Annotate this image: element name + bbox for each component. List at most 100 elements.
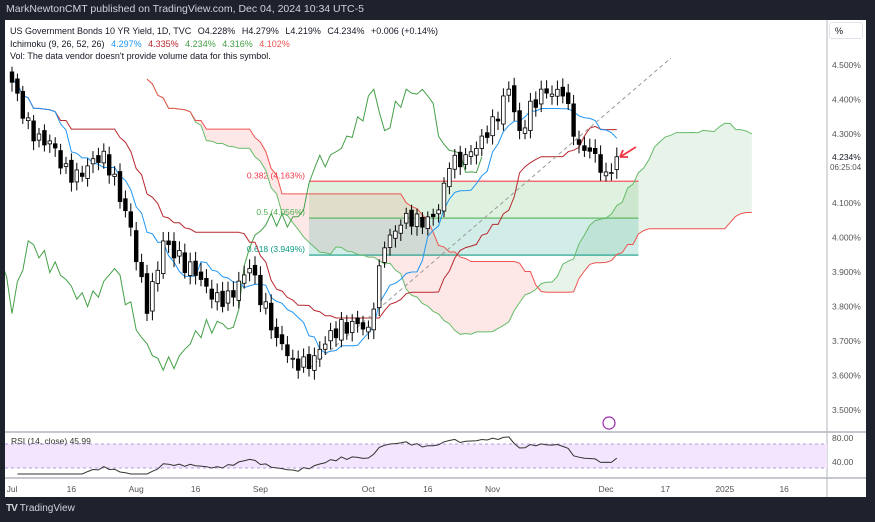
candle-body (441, 182, 447, 212)
ichimoku-cloud-segment (649, 146, 655, 229)
ichimoku-cloud-segment (352, 193, 358, 255)
footer-logo[interactable]: TV TradingView (6, 503, 75, 514)
candle-body (403, 212, 409, 224)
ichimoku-cloud-segment (438, 245, 444, 321)
ichimoku-cloud-segment (417, 208, 423, 304)
percent-scale-button[interactable]: % (829, 22, 863, 39)
ichimoku-cloud-segment (282, 193, 288, 216)
ichimoku-cloud-segment (692, 132, 698, 229)
candle-body (171, 240, 177, 259)
candle-body (371, 308, 376, 331)
ichimoku-cloud-segment (616, 202, 623, 255)
candle-body (366, 326, 371, 333)
ichimoku-cloud-segment (508, 261, 515, 322)
ichimoku-cloud-segment (255, 137, 261, 162)
chart-panel[interactable] (5, 20, 866, 497)
candle-body (457, 151, 463, 168)
ichimoku-cloud-segment (660, 136, 666, 229)
ichimoku-cloud-segment (265, 151, 272, 188)
candle-body (376, 265, 382, 309)
ichimoku-cloud-segment (222, 129, 228, 147)
ichimoku-cloud-segment (503, 261, 509, 326)
candle-body (225, 290, 231, 304)
symbol-name[interactable]: US Government Bonds 10 YR Yield, 1D, TVC (10, 26, 192, 36)
ohlc-open: O4.228% (197, 26, 236, 36)
candle-body (214, 292, 220, 303)
ohlc-high: H4.279% (241, 26, 279, 36)
ichimoku-cloud-segment (514, 261, 520, 311)
bar-countdown-label: 06:25:04 (830, 163, 862, 172)
candle-body (501, 95, 506, 125)
candle-body (53, 143, 58, 149)
candle-body (420, 217, 425, 228)
chikou-value: 4.234% (185, 38, 216, 49)
kijun-line (11, 78, 617, 319)
candle-body (301, 356, 306, 368)
ichimoku-cloud-segment (465, 258, 471, 335)
candle-body (150, 281, 155, 312)
ichimoku-cloud-segment (519, 263, 525, 303)
candle-body (139, 262, 144, 278)
ichimoku-cloud-segment (303, 193, 309, 243)
candle-body (539, 88, 544, 105)
price-axis-label: 4.400% (832, 95, 861, 105)
candle-body (322, 343, 328, 350)
candle-body (312, 355, 317, 371)
candle-body (9, 71, 15, 83)
price-axis-label: 3.900% (832, 267, 861, 277)
ichimoku-cloud-segment (622, 188, 628, 253)
candle-body (382, 247, 387, 263)
candle-body (582, 145, 587, 151)
ichimoku-cloud-segment (546, 282, 552, 293)
candle-body (128, 211, 133, 228)
candle-body (47, 140, 52, 145)
ichimoku-cloud-segment (238, 129, 245, 149)
candle-body (285, 344, 290, 357)
symbol-legend: US Government Bonds 10 YR Yield, 1D, TVC… (10, 25, 442, 38)
ichimoku-cloud-segment (708, 130, 714, 229)
rsi-label: RSI (14, close) 45.99 (11, 436, 91, 446)
candle-body (587, 147, 592, 152)
ichimoku-cloud-segment (244, 129, 250, 149)
ichimoku-cloud-segment (379, 193, 385, 265)
ichimoku-cloud-segment (276, 174, 282, 214)
candle-body (517, 110, 522, 131)
tenkan-value: 4.297% (111, 38, 142, 49)
candle-body (447, 168, 452, 188)
ichimoku-cloud-segment (309, 193, 315, 248)
ichimoku-cloud-segment (611, 205, 617, 261)
volume-note: Vol: The data vendor doesn't provide vol… (10, 51, 271, 61)
time-axis-label: Oct (362, 484, 376, 494)
candle-body (593, 148, 598, 154)
candle-body (528, 100, 533, 131)
ichimoku-cloud-segment (319, 193, 326, 253)
ichimoku-cloud-segment (670, 132, 677, 229)
ichimoku-legend[interactable]: Ichimoku (9, 26, 52, 26) 4.297% 4.335% 4… (10, 38, 442, 51)
candle-body (506, 88, 511, 96)
candle-body (512, 85, 517, 113)
ichimoku-cloud-segment (541, 282, 547, 293)
candle-body (74, 169, 79, 183)
ichimoku-cloud-segment (454, 252, 461, 335)
rsi-line (17, 436, 618, 475)
ichimoku-cloud-segment (492, 261, 498, 332)
candle-body (533, 99, 538, 108)
price-axis-label: 4.100% (832, 198, 861, 208)
ichimoku-cloud-segment (476, 261, 482, 332)
ichimoku-cloud-segment (730, 123, 736, 223)
ohlc-close: C4.234% (327, 26, 365, 36)
candle-body (133, 230, 139, 263)
last-price-label: 4.234% (832, 152, 861, 162)
ichimoku-cloud-segment (697, 130, 704, 229)
ichimoku-cloud-segment (336, 193, 342, 248)
candle-body (42, 130, 47, 146)
ichimoku-cloud-segment (363, 193, 369, 258)
candle-body (295, 358, 301, 371)
price-axis-label: 3.800% (832, 302, 861, 312)
ichimoku-cloud-segment (460, 257, 466, 335)
ichimoku-cloud-segment (557, 264, 563, 293)
ichimoku-cloud-segment (703, 130, 709, 229)
candle-body (495, 118, 501, 122)
span-a-line (146, 78, 753, 335)
